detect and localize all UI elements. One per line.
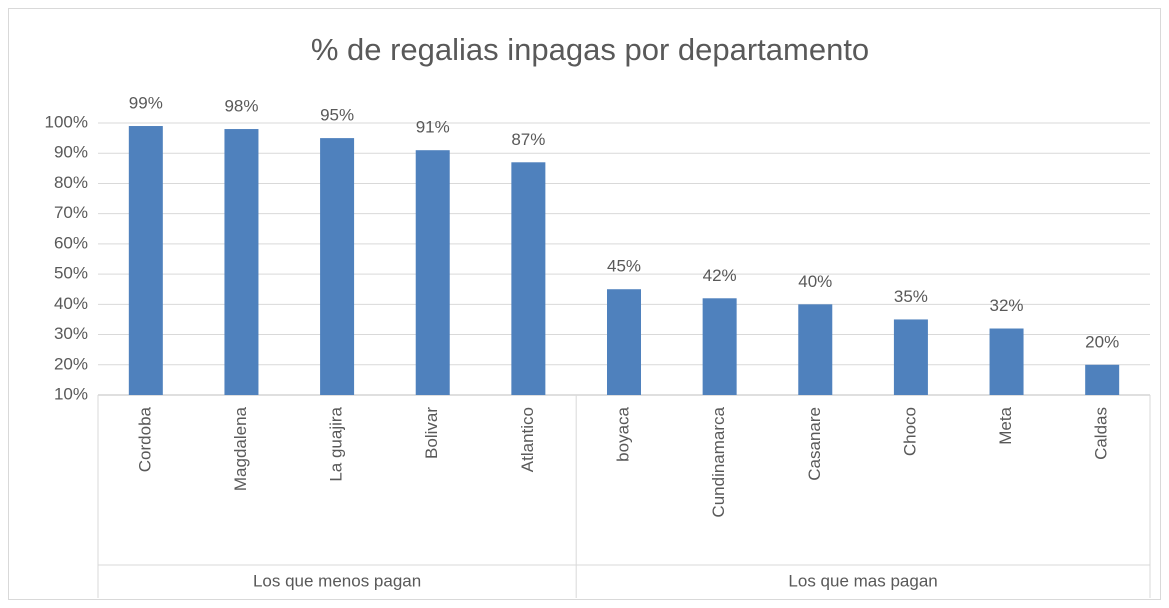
- bar: [893, 319, 928, 395]
- bar: [320, 138, 355, 395]
- bar: [511, 162, 546, 395]
- chart-border: [8, 8, 1161, 600]
- x-tick-label: Caldas: [1092, 407, 1111, 460]
- x-tick-label: La guajira: [327, 406, 346, 481]
- data-label: 42%: [703, 266, 737, 285]
- data-label: 45%: [607, 257, 641, 276]
- x-tick-label: Casanare: [805, 407, 824, 481]
- x-tick-label: Magdalena: [231, 406, 250, 491]
- y-tick-label: 80%: [54, 173, 88, 192]
- x-tick-label: Cordoba: [135, 406, 154, 472]
- data-label: 40%: [798, 272, 832, 291]
- data-label: 32%: [990, 296, 1024, 315]
- y-tick-label: 40%: [54, 294, 88, 313]
- y-tick-label: 20%: [54, 354, 88, 373]
- data-label: 98%: [224, 97, 258, 116]
- x-tick-label: boyaca: [613, 406, 632, 461]
- bar: [989, 328, 1024, 395]
- x-tick-label: Choco: [900, 407, 919, 456]
- data-label: 91%: [416, 118, 450, 137]
- data-label: 20%: [1085, 332, 1119, 351]
- y-tick-label: 70%: [54, 203, 88, 222]
- bar: [1085, 364, 1120, 395]
- group-label: Los que mas pagan: [788, 571, 937, 590]
- group-label: Los que menos pagan: [253, 571, 421, 590]
- x-tick-label: Meta: [996, 406, 1015, 444]
- y-tick-label: 100%: [45, 112, 88, 131]
- y-tick-label: 50%: [54, 264, 88, 283]
- y-tick-label: 90%: [54, 143, 88, 162]
- data-label: 35%: [894, 287, 928, 306]
- y-tick-label: 30%: [54, 324, 88, 343]
- x-tick-label: Cundinamarca: [709, 406, 728, 517]
- y-tick-label: 10%: [54, 384, 88, 403]
- data-label: 99%: [129, 94, 163, 113]
- y-tick-label: 60%: [54, 233, 88, 252]
- bar: [702, 298, 737, 395]
- data-label: 95%: [320, 106, 354, 125]
- bar: [607, 289, 641, 395]
- bar: [224, 129, 259, 396]
- bar: [798, 304, 833, 395]
- chart-title: % de regalias inpagas por departamento: [311, 32, 869, 67]
- x-tick-label: Bolivar: [422, 407, 441, 459]
- bar: [415, 150, 450, 395]
- bar: [128, 126, 163, 396]
- x-tick-label: Atlantico: [518, 407, 537, 472]
- data-label: 87%: [511, 130, 545, 149]
